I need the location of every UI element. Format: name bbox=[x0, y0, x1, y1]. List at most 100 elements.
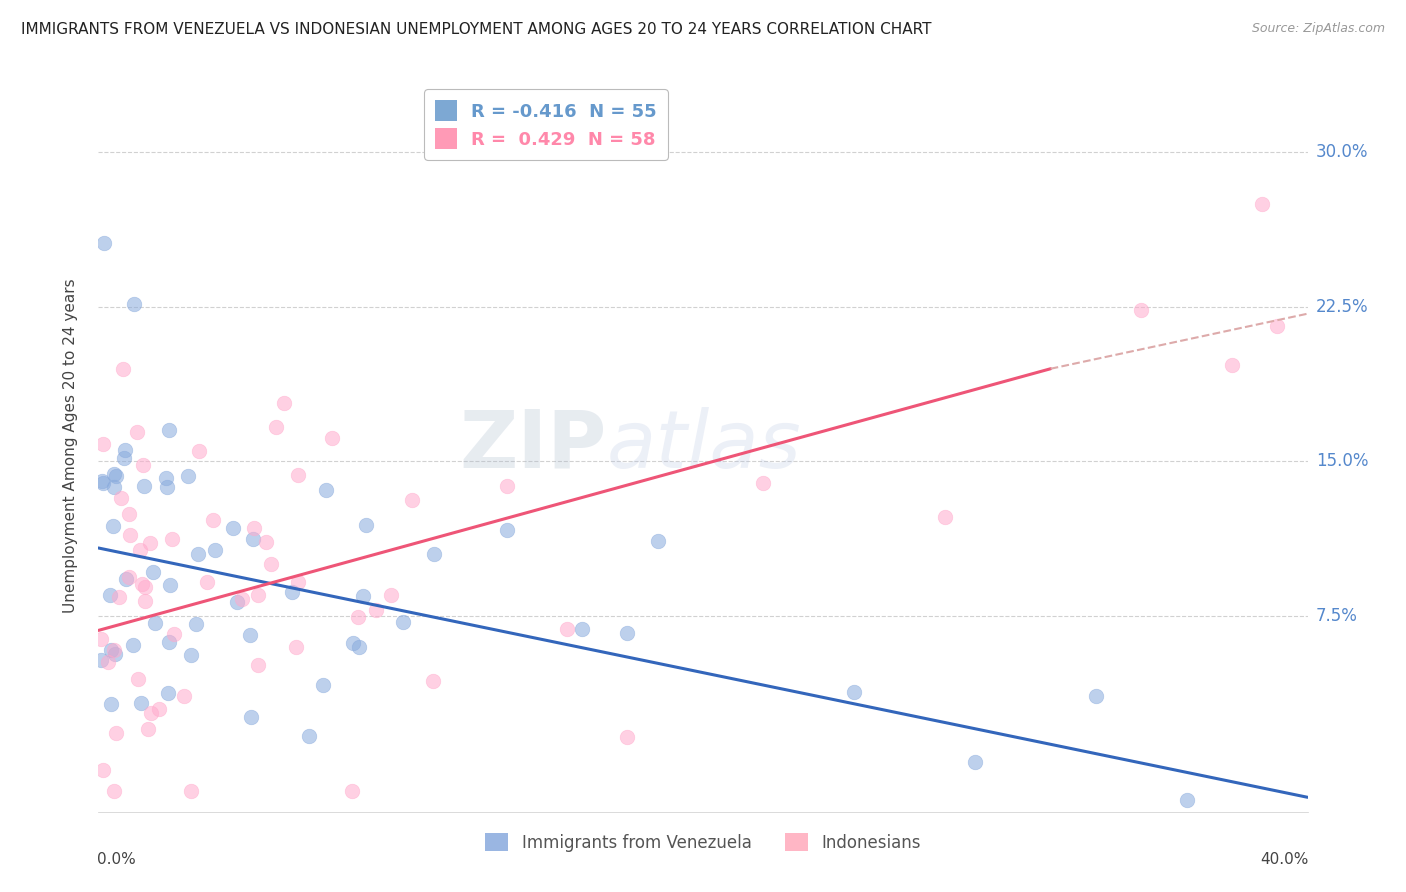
Point bbox=[114, 443, 136, 458]
Point bbox=[226, 595, 249, 609]
Point bbox=[555, 622, 578, 636]
Point bbox=[180, 648, 202, 662]
Point bbox=[91, 763, 114, 777]
Point bbox=[127, 672, 149, 686]
Point bbox=[287, 574, 309, 589]
Point bbox=[246, 658, 269, 673]
Point bbox=[354, 518, 377, 533]
Point bbox=[1220, 358, 1243, 372]
Point bbox=[159, 578, 181, 592]
Point bbox=[1175, 793, 1198, 807]
Point bbox=[934, 509, 956, 524]
Text: Source: ZipAtlas.com: Source: ZipAtlas.com bbox=[1251, 22, 1385, 36]
Point bbox=[342, 636, 364, 650]
Text: 30.0%: 30.0% bbox=[1316, 144, 1368, 161]
Text: ZIP: ZIP bbox=[458, 407, 606, 485]
Point bbox=[163, 626, 186, 640]
Point bbox=[104, 647, 127, 661]
Point bbox=[156, 479, 179, 493]
Text: 0.0%: 0.0% bbox=[97, 852, 136, 867]
Point bbox=[104, 726, 127, 740]
Point bbox=[188, 444, 211, 458]
Point bbox=[495, 478, 517, 492]
Point bbox=[108, 590, 131, 604]
Point bbox=[98, 588, 121, 602]
Point bbox=[202, 513, 225, 527]
Point bbox=[122, 297, 145, 311]
Point bbox=[129, 696, 152, 710]
Point bbox=[1085, 689, 1108, 703]
Text: 15.0%: 15.0% bbox=[1316, 452, 1368, 470]
Point bbox=[114, 450, 136, 465]
Point bbox=[114, 572, 136, 586]
Point bbox=[243, 521, 266, 535]
Text: 22.5%: 22.5% bbox=[1316, 298, 1368, 316]
Point bbox=[616, 626, 638, 640]
Text: 7.5%: 7.5% bbox=[1316, 607, 1358, 625]
Legend: Immigrants from Venezuela, Indonesians: Immigrants from Venezuela, Indonesians bbox=[478, 826, 928, 858]
Point bbox=[143, 616, 166, 631]
Point bbox=[242, 533, 264, 547]
Point bbox=[134, 479, 156, 493]
Point bbox=[139, 535, 162, 549]
Point bbox=[281, 585, 304, 599]
Point bbox=[844, 685, 866, 699]
Point bbox=[347, 640, 370, 654]
Point bbox=[752, 476, 775, 491]
Point bbox=[157, 635, 180, 649]
Point bbox=[352, 589, 374, 603]
Point bbox=[141, 706, 163, 720]
Point bbox=[1130, 302, 1153, 317]
Point bbox=[1267, 319, 1289, 334]
Point bbox=[93, 235, 115, 250]
Point bbox=[131, 577, 153, 591]
Point bbox=[100, 643, 122, 657]
Point bbox=[184, 616, 207, 631]
Point bbox=[142, 566, 165, 580]
Point bbox=[103, 784, 125, 798]
Point bbox=[118, 507, 141, 521]
Point bbox=[173, 690, 195, 704]
Point bbox=[616, 730, 638, 744]
Point bbox=[260, 558, 283, 572]
Point bbox=[254, 535, 277, 549]
Text: atlas: atlas bbox=[606, 407, 801, 485]
Point bbox=[495, 523, 517, 537]
Point bbox=[155, 471, 177, 485]
Point bbox=[571, 622, 593, 636]
Point bbox=[297, 729, 319, 743]
Point bbox=[187, 547, 209, 561]
Point bbox=[284, 640, 307, 654]
Point bbox=[647, 534, 669, 549]
Point bbox=[231, 592, 253, 607]
Point bbox=[134, 580, 156, 594]
Point bbox=[125, 425, 148, 439]
Point bbox=[346, 610, 368, 624]
Y-axis label: Unemployment Among Ages 20 to 24 years: Unemployment Among Ages 20 to 24 years bbox=[63, 278, 77, 614]
Point bbox=[273, 396, 295, 410]
Point bbox=[103, 467, 125, 482]
Point bbox=[110, 491, 132, 505]
Text: 40.0%: 40.0% bbox=[1260, 852, 1309, 867]
Point bbox=[392, 615, 415, 629]
Point bbox=[965, 755, 987, 769]
Point bbox=[312, 678, 335, 692]
Point bbox=[287, 467, 309, 482]
Point bbox=[1251, 197, 1274, 211]
Point bbox=[120, 528, 142, 542]
Point bbox=[148, 702, 170, 716]
Point bbox=[157, 423, 180, 437]
Point bbox=[422, 673, 444, 688]
Point bbox=[156, 686, 179, 700]
Point bbox=[132, 458, 155, 473]
Point bbox=[129, 542, 152, 557]
Point bbox=[100, 697, 122, 711]
Point bbox=[366, 603, 388, 617]
Point bbox=[321, 431, 343, 445]
Point bbox=[91, 476, 114, 491]
Point bbox=[90, 652, 112, 666]
Point bbox=[247, 588, 270, 602]
Point bbox=[90, 632, 112, 646]
Point bbox=[134, 593, 156, 607]
Point bbox=[136, 722, 159, 736]
